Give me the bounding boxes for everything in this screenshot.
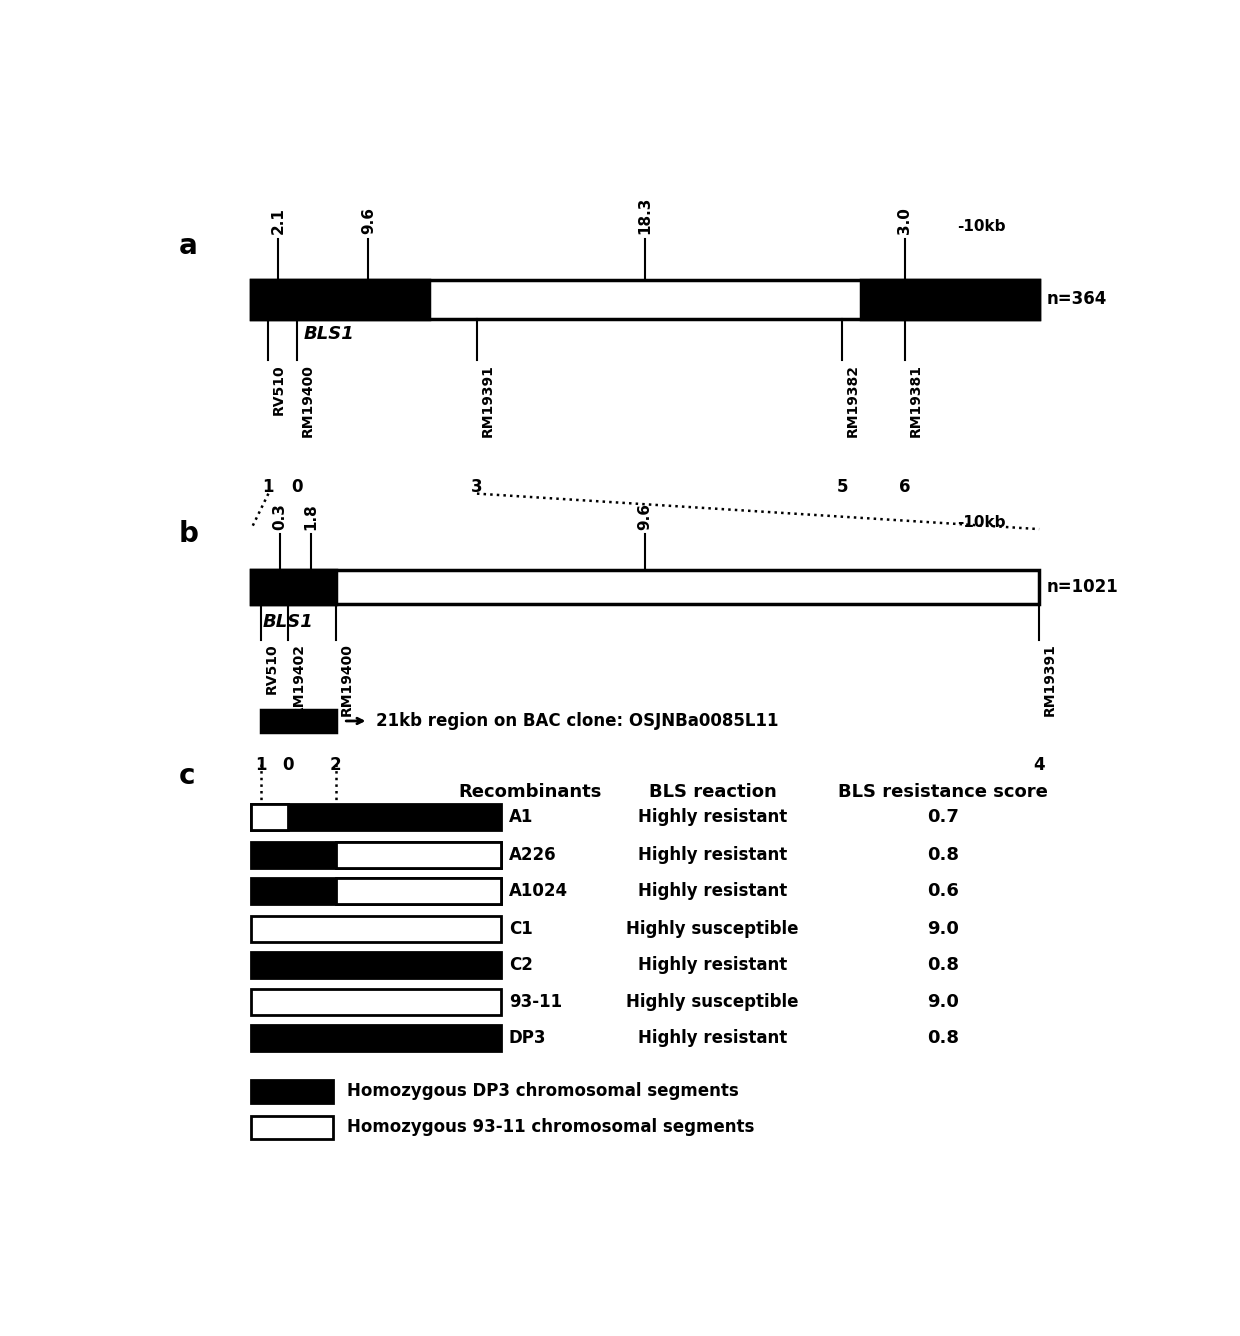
- Text: C2: C2: [508, 955, 532, 974]
- Bar: [250, 804, 288, 830]
- Text: RM19382: RM19382: [846, 363, 861, 437]
- Text: RM19400: RM19400: [340, 644, 353, 716]
- Bar: [250, 1116, 332, 1138]
- Bar: [250, 804, 501, 830]
- Text: Highly resistant: Highly resistant: [637, 955, 787, 974]
- Text: 1: 1: [255, 756, 267, 775]
- Text: 4: 4: [1033, 756, 1045, 775]
- Text: Homozygous DP3 chromosomal segments: Homozygous DP3 chromosomal segments: [347, 1082, 739, 1101]
- Text: 0.8: 0.8: [928, 955, 959, 974]
- Text: 5: 5: [836, 478, 848, 496]
- Text: 0.7: 0.7: [928, 808, 959, 826]
- Text: BLS1: BLS1: [304, 325, 355, 343]
- Text: 0: 0: [291, 478, 303, 496]
- Text: RM19391: RM19391: [1043, 644, 1056, 716]
- Text: Highly susceptible: Highly susceptible: [626, 993, 799, 1011]
- Text: Highly resistant: Highly resistant: [637, 846, 787, 863]
- Text: RM19381: RM19381: [909, 363, 923, 437]
- Text: 1: 1: [263, 478, 274, 496]
- Bar: [250, 1025, 501, 1050]
- Text: Highly resistant: Highly resistant: [637, 882, 787, 899]
- Text: -10kb: -10kb: [957, 516, 1006, 530]
- Text: RM19400: RM19400: [301, 363, 315, 437]
- Bar: [250, 570, 336, 604]
- Text: 9.6: 9.6: [637, 504, 652, 530]
- Text: BLS1: BLS1: [263, 613, 314, 631]
- Bar: [336, 878, 501, 903]
- Text: a: a: [179, 232, 197, 261]
- Text: A1: A1: [508, 808, 533, 826]
- Text: BLS resistance score: BLS resistance score: [838, 783, 1048, 800]
- Bar: [862, 279, 1039, 319]
- Bar: [336, 842, 501, 867]
- Text: n=364: n=364: [1047, 290, 1107, 309]
- Text: 0.6: 0.6: [928, 882, 959, 899]
- Bar: [250, 916, 501, 942]
- Text: 6: 6: [899, 478, 910, 496]
- Bar: [250, 953, 501, 978]
- Bar: [260, 709, 336, 732]
- Text: RV510: RV510: [273, 363, 286, 414]
- Text: C1: C1: [508, 919, 532, 938]
- Text: Highly resistant: Highly resistant: [637, 1029, 787, 1047]
- Text: DP3: DP3: [508, 1029, 546, 1047]
- Text: RM19391: RM19391: [481, 363, 495, 437]
- Bar: [250, 878, 501, 903]
- Text: c: c: [179, 762, 196, 790]
- Text: 2.1: 2.1: [270, 207, 285, 234]
- Text: RM19402: RM19402: [291, 644, 305, 716]
- Bar: [250, 279, 429, 319]
- Bar: [250, 279, 1039, 319]
- Bar: [250, 842, 501, 867]
- Text: Highly resistant: Highly resistant: [637, 808, 787, 826]
- Text: 93-11: 93-11: [508, 993, 562, 1011]
- Text: 1.8: 1.8: [304, 504, 319, 530]
- Text: 3: 3: [471, 478, 482, 496]
- Bar: [250, 989, 501, 1014]
- Text: Highly susceptible: Highly susceptible: [626, 919, 799, 938]
- Text: 9.6: 9.6: [361, 207, 376, 234]
- Text: BLS reaction: BLS reaction: [649, 783, 776, 800]
- Text: 0.8: 0.8: [928, 1029, 959, 1047]
- Text: 2: 2: [330, 756, 341, 775]
- Bar: [250, 570, 1039, 604]
- Text: RV510: RV510: [264, 644, 279, 693]
- Text: 9.0: 9.0: [928, 993, 959, 1011]
- Text: 0.3: 0.3: [273, 504, 288, 530]
- Text: 9.0: 9.0: [928, 919, 959, 938]
- Text: A226: A226: [508, 846, 557, 863]
- Text: 21kb region on BAC clone: OSJNBa0085L11: 21kb region on BAC clone: OSJNBa0085L11: [376, 712, 779, 729]
- Text: A1024: A1024: [508, 882, 568, 899]
- Text: -10kb: -10kb: [957, 219, 1006, 234]
- Text: n=1021: n=1021: [1047, 578, 1118, 596]
- Text: 18.3: 18.3: [637, 196, 652, 234]
- Text: 0.8: 0.8: [928, 846, 959, 863]
- Text: 0: 0: [281, 756, 294, 775]
- Text: Homozygous 93-11 chromosomal segments: Homozygous 93-11 chromosomal segments: [347, 1118, 755, 1137]
- Text: 3.0: 3.0: [897, 207, 913, 234]
- Text: Recombinants: Recombinants: [458, 783, 601, 800]
- Text: b: b: [179, 521, 198, 548]
- Bar: [250, 1079, 332, 1102]
